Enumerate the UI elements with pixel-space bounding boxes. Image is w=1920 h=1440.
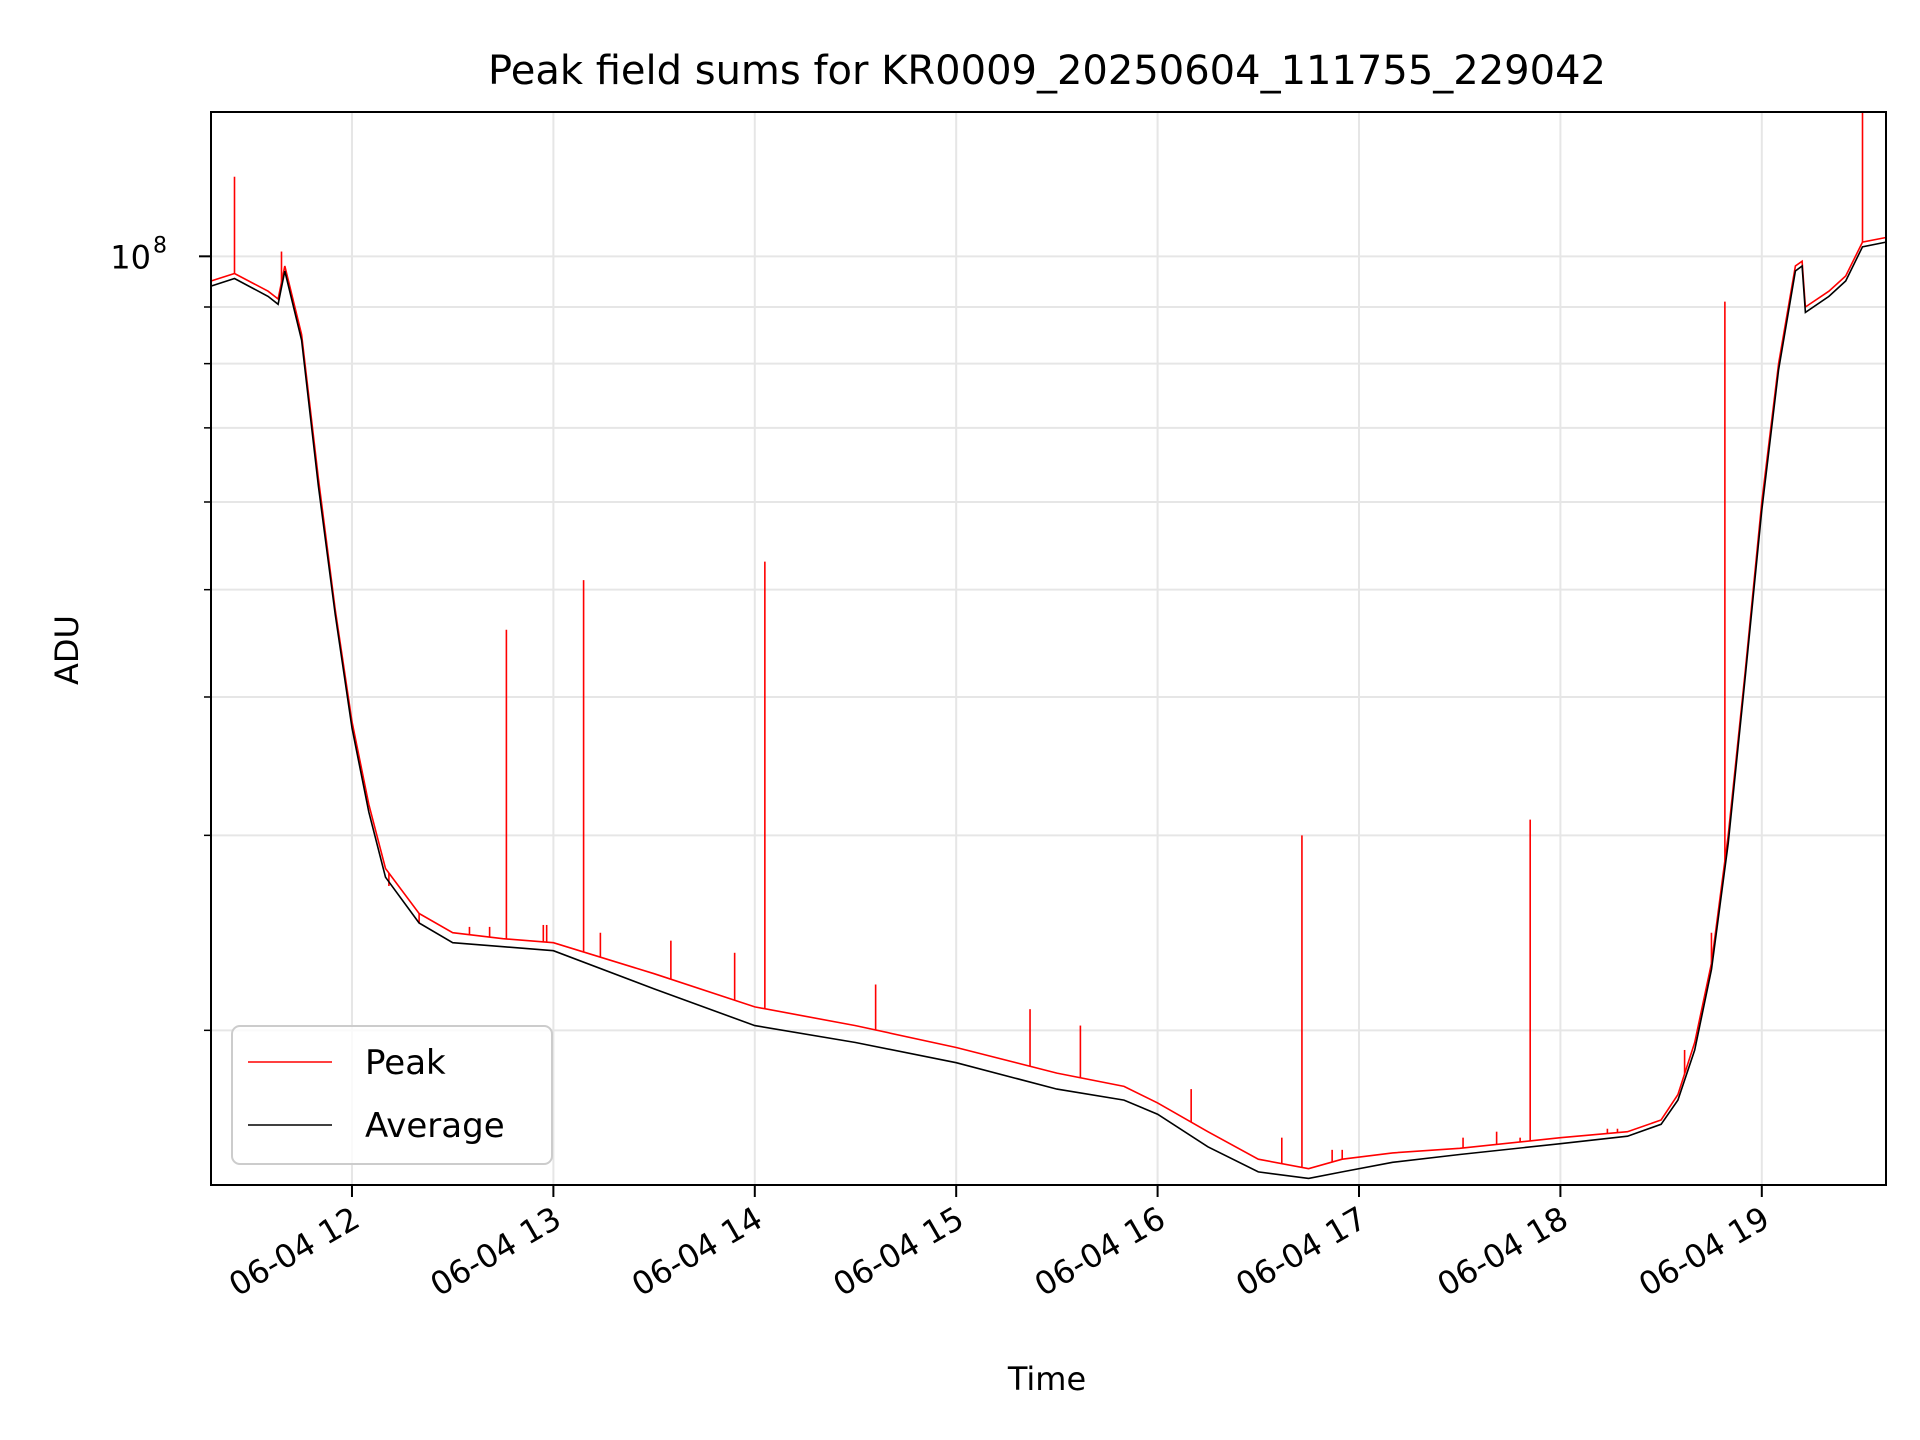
y-tick-label: 10 xyxy=(110,238,151,276)
chart-title: Peak field sums for KR0009_20250604_1117… xyxy=(488,48,1606,94)
y-tick-label-exponent: 8 xyxy=(153,233,167,258)
plot-frame xyxy=(210,111,1887,1186)
average-series-line xyxy=(210,241,1887,1180)
series-layer xyxy=(210,112,1887,1180)
legend-peak-label: Peak xyxy=(365,1043,446,1083)
grid-layer xyxy=(211,112,1886,1185)
legend: Peak Average xyxy=(231,1025,553,1165)
y-axis-label: ADU xyxy=(48,615,86,685)
legend-box xyxy=(231,1025,553,1165)
legend-average-label: Average xyxy=(365,1106,505,1146)
x-axis-label: Time xyxy=(1007,1360,1086,1398)
